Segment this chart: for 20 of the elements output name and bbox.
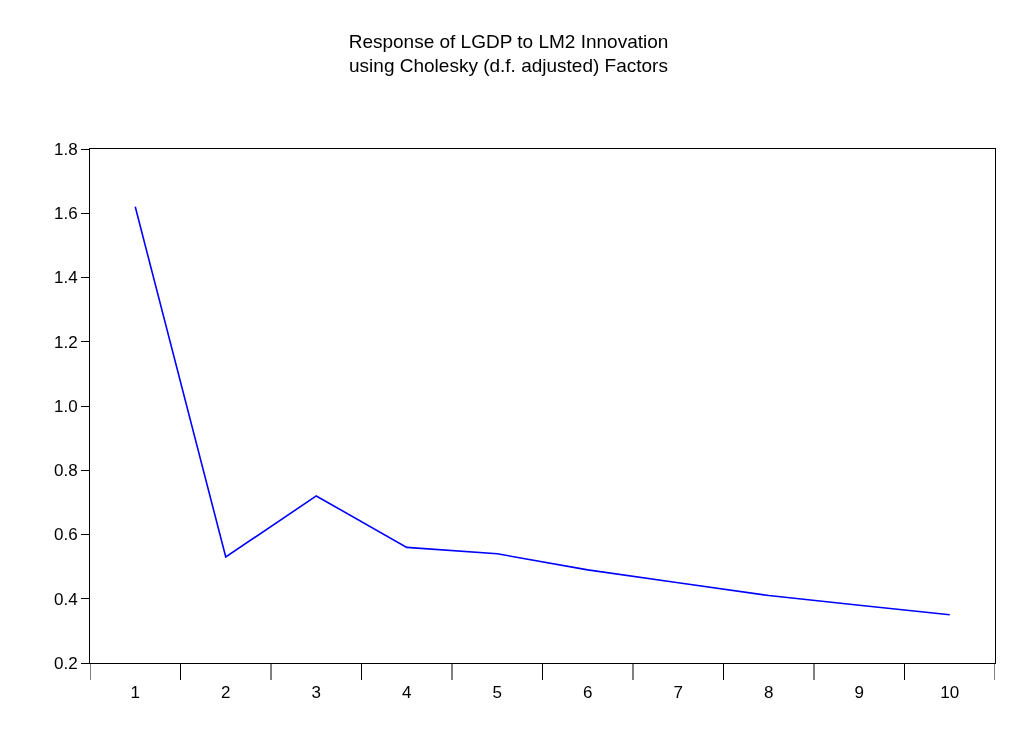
y-tick-label: 1.2 bbox=[53, 332, 78, 352]
x-tick-label: 7 bbox=[673, 683, 683, 703]
x-tick-label: 1 bbox=[130, 683, 140, 703]
y-tick-label: 1.6 bbox=[53, 204, 78, 224]
x-tick-label: 10 bbox=[940, 683, 960, 703]
y-tick-label: 1.8 bbox=[53, 139, 78, 159]
x-tick-label: 4 bbox=[402, 683, 412, 703]
y-tick-label: 0.4 bbox=[53, 589, 78, 609]
y-tick-label: 0.8 bbox=[53, 461, 78, 481]
x-tick-label: 8 bbox=[764, 683, 774, 703]
x-tick-label: 6 bbox=[583, 683, 593, 703]
x-tick-label: 5 bbox=[492, 683, 502, 703]
y-tick-label: 0.6 bbox=[53, 525, 78, 545]
x-tick-label: 9 bbox=[854, 683, 864, 703]
y-tick-label: 0.2 bbox=[53, 653, 78, 673]
x-tick-label: 2 bbox=[221, 683, 231, 703]
chart-title: Response of LGDP to LM2 Innovation using Cholesky (d.f. adjusted) Factors bbox=[348, 30, 669, 77]
y-tick-label: 1.4 bbox=[53, 268, 78, 288]
x-tick-label: 3 bbox=[311, 683, 321, 703]
y-tick-label: 1.0 bbox=[53, 396, 78, 416]
